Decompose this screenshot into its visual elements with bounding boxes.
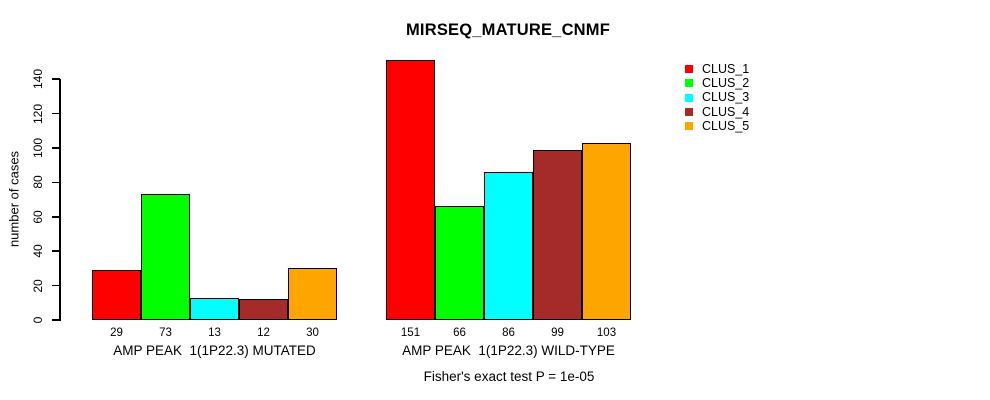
bar-clus_2-group1	[141, 194, 190, 320]
legend-swatch	[685, 93, 693, 102]
y-tick-label: 140	[31, 69, 45, 90]
x-group-label: AMP PEAK 1(1P22.3) WILD-TYPE	[402, 343, 615, 358]
bar-value-label: 12	[257, 327, 270, 339]
y-tick-mark	[52, 319, 60, 321]
y-tick-mark	[52, 250, 60, 252]
bar-clus_5-group1	[288, 268, 337, 320]
bar-clus_2-group2	[435, 206, 484, 320]
y-tick-mark	[52, 181, 60, 184]
y-tick-mark	[52, 147, 60, 149]
bar-value-label: 73	[159, 327, 172, 339]
legend-label: CLUS_5	[702, 119, 750, 134]
bar-value-label: 99	[551, 327, 564, 339]
y-tick-label: 40	[31, 244, 45, 258]
bar-clus_3-group2	[484, 172, 533, 320]
legend-label: CLUS_2	[702, 76, 750, 91]
legend-item: CLUS_3	[685, 91, 749, 105]
legend-swatch	[685, 108, 693, 117]
chart-title: MIRSEQ_MATURE_CNMF	[405, 21, 611, 39]
legend-item: CLUS_1	[685, 62, 749, 76]
y-axis-label: number of cases	[6, 150, 22, 248]
legend-label: CLUS_4	[702, 104, 750, 119]
bar-clus_1-group1	[92, 270, 141, 320]
bar-value-label: 30	[306, 327, 319, 339]
legend-swatch	[685, 122, 693, 131]
bar-value-label: 29	[110, 327, 123, 339]
bar-clus_1-group2	[386, 60, 435, 320]
bar-clus_4-group1	[239, 299, 288, 320]
y-tick-label: 120	[31, 103, 45, 124]
legend-label: CLUS_1	[702, 61, 750, 76]
y-tick-label: 60	[31, 210, 45, 224]
bar-clus_5-group2	[582, 142, 631, 320]
legend: CLUS_1 CLUS_2 CLUS_3 CLUS_4 CLUS_5	[685, 62, 749, 133]
y-tick-mark	[52, 112, 60, 115]
legend-item: CLUS_4	[685, 105, 749, 119]
y-tick-mark	[52, 216, 60, 218]
y-tick-label: 0	[31, 316, 45, 324]
y-tick-mark	[52, 284, 60, 287]
legend-item: CLUS_5	[685, 119, 749, 133]
x-group-label: AMP PEAK 1(1P22.3) MUTATED	[113, 343, 316, 358]
y-tick-label: 80	[31, 175, 45, 190]
y-tick-mark	[52, 78, 60, 80]
legend-label: CLUS_3	[702, 90, 750, 105]
bar-clus_4-group2	[533, 149, 582, 320]
bar-value-label: 103	[596, 327, 617, 339]
y-tick-label: 20	[31, 278, 45, 293]
legend-swatch	[685, 65, 693, 74]
bar-value-label: 86	[502, 327, 515, 339]
fisher-test-annotation: Fisher's exact test P = 1e-05	[423, 369, 595, 384]
legend-swatch	[685, 79, 693, 88]
bar-value-label: 151	[400, 327, 421, 339]
y-axis-line	[59, 78, 61, 321]
bar-clus_3-group1	[190, 297, 239, 320]
bar-value-label: 66	[453, 327, 466, 339]
legend-item: CLUS_2	[685, 76, 749, 90]
bar-value-label: 13	[208, 327, 221, 339]
y-tick-label: 100	[31, 137, 45, 159]
